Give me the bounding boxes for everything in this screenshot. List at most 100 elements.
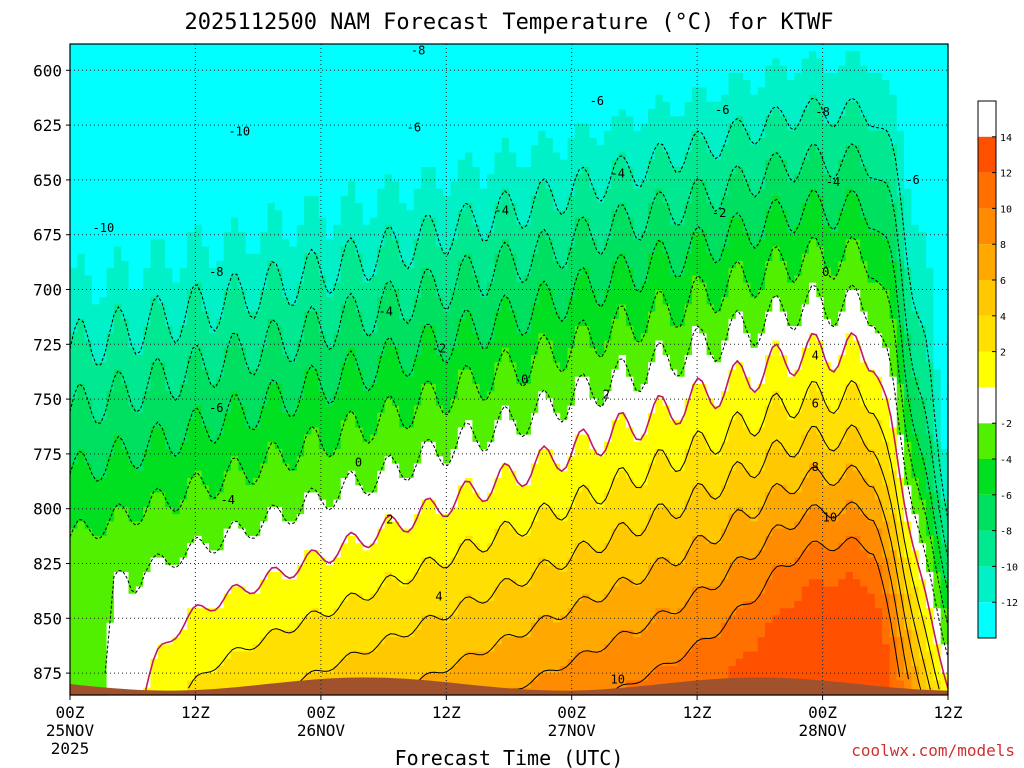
- temperature-cell: [252, 637, 261, 645]
- temperature-cell: [428, 123, 437, 132]
- temperature-cell: [172, 210, 181, 219]
- temperature-cell: [413, 65, 422, 74]
- temperature-cell: [252, 123, 261, 132]
- temperature-cell: [128, 564, 137, 573]
- temperature-cell: [84, 449, 93, 457]
- temperature-cell: [369, 506, 378, 515]
- temperature-cell: [135, 449, 144, 457]
- temperature-cell: [326, 268, 334, 277]
- temperature-cell: [113, 557, 122, 566]
- temperature-cell: [311, 174, 320, 183]
- temperature-cell: [77, 58, 86, 67]
- temperature-cell: [252, 355, 261, 363]
- temperature-cell: [99, 333, 108, 342]
- temperature-cell: [333, 282, 342, 291]
- temperature-cell: [421, 564, 430, 573]
- temperature-cell: [333, 427, 342, 436]
- temperature-cell: [435, 398, 444, 407]
- temperature-cell: [187, 383, 195, 392]
- temperature-cell: [457, 116, 466, 125]
- temperature-cell: [472, 130, 481, 139]
- temperature-cell: [201, 318, 210, 327]
- temperature-cell: [421, 600, 430, 609]
- temperature-cell: [194, 268, 203, 277]
- temperature-cell: [135, 463, 144, 472]
- temperature-cell: [311, 564, 320, 573]
- temperature-cell: [435, 44, 444, 52]
- temperature-cell: [216, 94, 225, 103]
- temperature-cell: [260, 152, 269, 161]
- temperature-cell: [457, 398, 466, 407]
- temperature-cell: [230, 72, 239, 81]
- temperature-cell: [369, 398, 378, 407]
- temperature-cell: [106, 275, 115, 284]
- temperature-cell: [340, 600, 349, 609]
- temperature-cell: [157, 449, 166, 457]
- temperature-cell: [238, 166, 247, 175]
- temperature-cell: [457, 600, 466, 609]
- temperature-cell: [274, 159, 283, 168]
- temperature-cell: [406, 275, 415, 284]
- temperature-cell: [84, 622, 93, 631]
- temperature-cell: [209, 651, 217, 660]
- temperature-cell: [238, 87, 247, 96]
- temperature-cell: [187, 239, 195, 248]
- temperature-cell: [252, 564, 261, 573]
- temperature-cell: [267, 608, 276, 617]
- temperature-cell: [465, 470, 474, 479]
- temperature-cell: [435, 412, 444, 421]
- temperature-cell: [384, 232, 393, 240]
- temperature-cell: [465, 181, 474, 190]
- temperature-cell: [421, 311, 430, 320]
- temperature-cell: [135, 564, 144, 573]
- temperature-cell: [70, 369, 78, 378]
- temperature-cell: [311, 58, 320, 67]
- temperature-cell: [172, 166, 181, 175]
- temperature-cell: [245, 680, 254, 689]
- temperature-cell: [223, 499, 232, 508]
- temperature-cell: [369, 449, 378, 457]
- temperature-cell: [421, 297, 430, 305]
- temperature-cell: [333, 289, 342, 298]
- temperature-cell: [340, 369, 349, 378]
- temperature-cell: [157, 217, 166, 226]
- temperature-cell: [201, 123, 210, 132]
- temperature-cell: [157, 463, 166, 472]
- temperature-cell: [216, 456, 225, 465]
- temperature-cell: [172, 174, 181, 183]
- temperature-cell: [450, 405, 459, 414]
- temperature-cell: [106, 188, 115, 197]
- temperature-cell: [333, 369, 342, 378]
- temperature-cell: [450, 600, 459, 609]
- temperature-cell: [428, 311, 437, 320]
- temperature-cell: [311, 304, 320, 313]
- temperature-cell: [201, 615, 210, 624]
- temperature-cell: [121, 680, 130, 689]
- temperature-cell: [333, 239, 342, 248]
- temperature-cell: [135, 174, 144, 183]
- temperature-cell: [450, 116, 459, 125]
- temperature-cell: [230, 514, 239, 522]
- temperature-cell: [421, 456, 430, 465]
- temperature-cell: [362, 275, 371, 284]
- temperature-cell: [260, 44, 269, 52]
- temperature-cell: [333, 203, 342, 211]
- temperature-cell: [128, 232, 137, 240]
- temperature-cell: [143, 297, 152, 305]
- temperature-cell: [99, 340, 108, 349]
- temperature-cell: [143, 543, 152, 551]
- temperature-cell: [443, 246, 452, 255]
- temperature-cell: [70, 326, 78, 334]
- temperature-cell: [157, 246, 166, 255]
- temperature-cell: [99, 232, 108, 240]
- temperature-cell: [304, 203, 313, 211]
- temperature-cell: [135, 485, 144, 494]
- temperature-cell: [121, 391, 130, 400]
- temperature-cell: [413, 261, 422, 269]
- temperature-cell: [230, 217, 239, 226]
- temperature-cell: [304, 318, 313, 327]
- temperature-cell: [289, 666, 298, 674]
- temperature-cell: [311, 405, 320, 414]
- temperature-cell: [457, 456, 466, 465]
- temperature-cell: [172, 203, 181, 211]
